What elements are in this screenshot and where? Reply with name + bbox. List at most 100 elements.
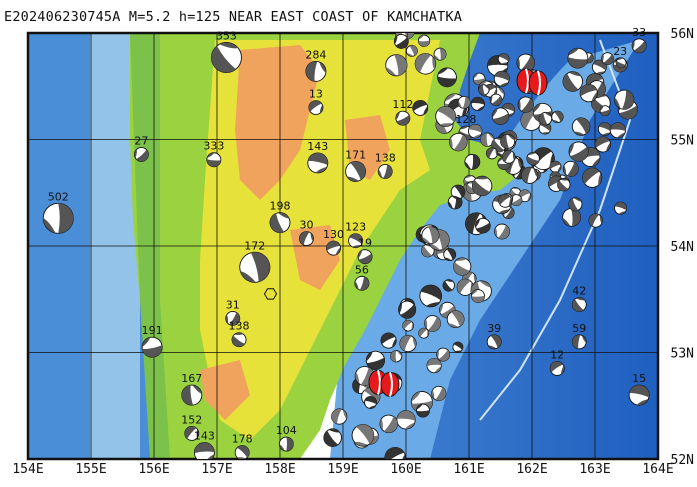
focal-mechanism-beachball [493, 70, 510, 87]
map-border [26, 31, 660, 461]
focal-mechanism-beachball [390, 350, 403, 363]
focal-mechanism-beachball [133, 146, 149, 162]
lon-tick-label: 158E [264, 462, 295, 477]
lon-tick-label: 159E [327, 462, 358, 477]
focal-mechanism-beachball [614, 201, 628, 215]
focal-mechanism-beachball [562, 160, 579, 177]
focal-mechanism-beachball [278, 436, 294, 452]
focal-mechanism-beachball [225, 310, 241, 326]
main-event-mechanism [516, 68, 548, 96]
focal-mechanism-beachball [498, 193, 513, 208]
focal-mechanism-beachball [571, 117, 591, 136]
event-depth-label: 143 [194, 430, 215, 443]
focal-mechanism-beachball [345, 160, 367, 182]
focal-mechanism-beachball [609, 122, 626, 139]
focal-mechanism-beachball [181, 384, 203, 406]
focal-mechanism-beachball [206, 152, 222, 168]
focal-mechanism-beachball [323, 428, 342, 447]
focal-mechanism-beachball [412, 100, 429, 116]
focal-mechanism-beachball [594, 136, 611, 153]
focal-mechanism-beachball [398, 300, 417, 319]
focal-mechanism-beachball [557, 178, 571, 192]
event-depth-label: 12 [550, 348, 564, 361]
focal-mechanism-beachball [486, 334, 502, 350]
event-depth-label: 333 [203, 140, 224, 153]
focal-mechanism-beachball [501, 150, 516, 164]
event-depth-label: 353 [216, 29, 237, 42]
focal-mechanism-beachball [464, 153, 481, 170]
focal-mechanism-beachball [424, 315, 441, 332]
event-depth-label: 31 [226, 298, 240, 311]
lon-tick-label: 154E [12, 462, 43, 477]
focal-mechanism-beachball [193, 442, 215, 459]
focal-mechanism-beachball [579, 84, 598, 103]
event-depth-label: 128 [455, 113, 476, 126]
event-title: E202406230745A M=5.2 h=125 NEAR EAST COA… [4, 9, 463, 25]
focal-mechanism-beachball [418, 327, 430, 339]
event-depth-label: 27 [134, 134, 148, 147]
event-depth-label: 13 [309, 88, 323, 101]
event-depth-label: 30 [299, 219, 313, 232]
focal-mechanism-beachball [500, 133, 516, 149]
focal-mechanism-beachball [517, 96, 534, 113]
focal-mechanism-beachball [364, 395, 377, 409]
focal-mechanism-beachball [234, 445, 250, 459]
focal-mechanism-beachball [437, 67, 457, 88]
focal-mechanism-beachball [433, 47, 447, 61]
focal-mechanism-beachball [269, 212, 291, 234]
event-depth-label: 104 [276, 424, 297, 437]
focal-mechanism-beachball [431, 385, 447, 402]
focal-mechanism-beachball [231, 332, 247, 348]
focal-mechanism-beachball [419, 284, 443, 308]
focal-mechanism-beachball [601, 52, 614, 65]
lat-tick-label: 54N [671, 240, 694, 255]
focal-mechanism-beachball [494, 223, 510, 240]
event-depth-label: 284 [305, 48, 326, 61]
lon-tick-label: 162E [516, 462, 547, 477]
ocean-shelf-east [330, 40, 640, 459]
focal-mechanism-beachball [567, 47, 589, 69]
event-depth-label: 143 [307, 140, 328, 153]
lon-tick-label: 155E [75, 462, 106, 477]
focal-mechanism-beachball [416, 403, 430, 418]
focal-mechanism-beachball [551, 110, 564, 124]
focal-mechanism-beachball [396, 410, 416, 430]
focal-mechanism-beachball [489, 93, 503, 107]
focal-mechanism-beachball [588, 213, 603, 228]
event-depth-label: 171 [345, 148, 366, 161]
focal-mechanism-beachball [442, 279, 455, 292]
focal-mechanism-beachball [599, 105, 611, 117]
event-depth-label: 123 [345, 221, 366, 234]
event-depth-label: 178 [232, 433, 253, 446]
volcano-marker [263, 288, 278, 300]
focal-mechanism-beachball [421, 226, 440, 245]
focal-mechanism-beachball [399, 334, 417, 353]
focal-mechanism-beachball [549, 361, 565, 376]
lon-tick-label: 161E [453, 462, 484, 477]
focal-mechanism-beachball [571, 334, 587, 350]
focal-mechanism-beachball [568, 141, 589, 162]
focal-mechanism-beachball [357, 249, 373, 265]
focal-mechanism-beachball [365, 350, 386, 370]
focal-mechanism-beachball [210, 42, 242, 73]
event-depth-label: 33 [632, 26, 646, 39]
focal-mechanism-beachball [471, 289, 485, 303]
event-depth-label: 23 [613, 45, 627, 58]
focal-mechanism-beachball [414, 53, 437, 75]
focal-mechanism-beachball [426, 357, 442, 374]
focal-mechanism-beachball [331, 408, 348, 425]
focal-mechanism-beachball [308, 100, 324, 116]
lon-tick-label: 157E [201, 462, 232, 477]
event-depth-label: 19 [358, 237, 372, 250]
focal-mechanism-beachball [362, 465, 376, 479]
focal-mechanism-beachball [385, 54, 408, 77]
focal-mechanism-beachball [239, 251, 271, 283]
focal-mechanism-beachball [450, 184, 466, 200]
focal-mechanism-beachball [184, 425, 200, 441]
main-event-mechanism [368, 369, 400, 397]
focal-mechanism-beachball [471, 175, 493, 197]
event-depth-label: 172 [244, 239, 265, 252]
focal-mechanism-beachball [491, 107, 510, 125]
lon-tick-label: 156E [138, 462, 169, 477]
